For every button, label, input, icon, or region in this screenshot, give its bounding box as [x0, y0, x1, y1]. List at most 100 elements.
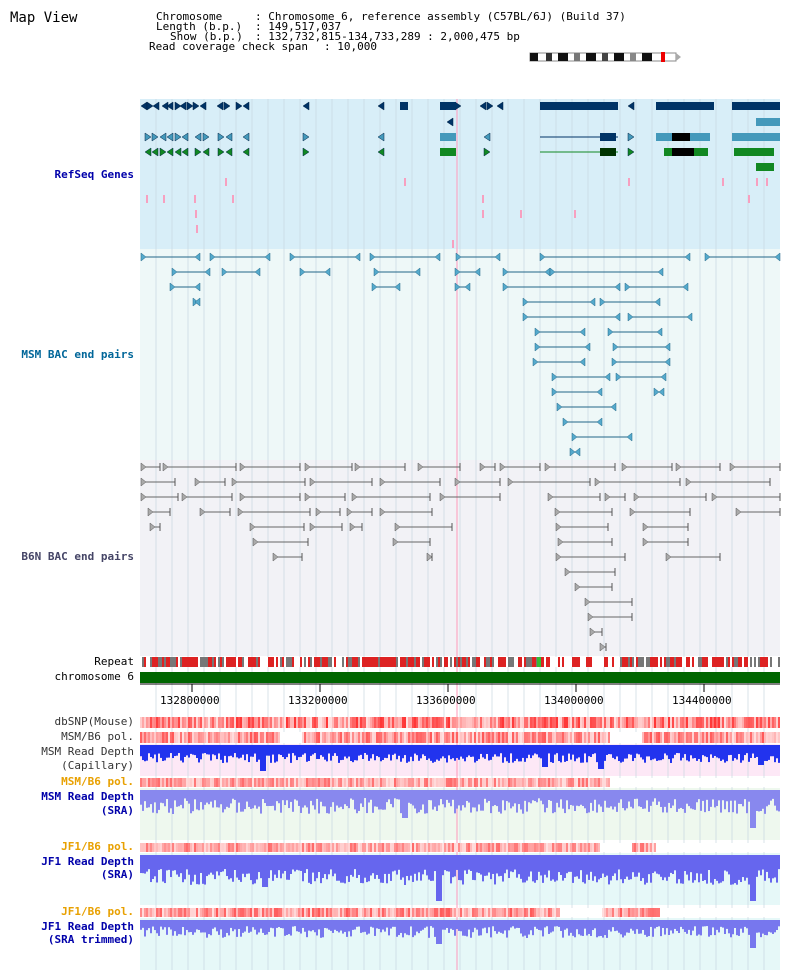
- pol-cell: [326, 843, 328, 852]
- b6n-bac-end: [239, 492, 246, 502]
- pol-cell: [646, 908, 648, 917]
- pol-cell: [684, 778, 686, 787]
- repeat-segment: [196, 657, 198, 667]
- depth-bar: [612, 745, 614, 758]
- repeat-segment: [204, 657, 206, 667]
- b6n-bac-end: [499, 462, 506, 472]
- msm-sra-depth-track[interactable]: [140, 790, 780, 828]
- dbsnp-cell: [768, 717, 770, 728]
- depth-bar: [580, 790, 582, 805]
- depth-bar: [530, 745, 532, 759]
- pol-cell: [202, 778, 204, 787]
- b6n-bac-end: [584, 597, 591, 607]
- pol-cell: [280, 732, 282, 743]
- repeat-segment: [454, 657, 456, 667]
- dbsnp-cell: [640, 717, 642, 728]
- pol-cell: [676, 843, 678, 852]
- msm-b6-pol-heat-track-2[interactable]: [140, 778, 780, 787]
- track-label-jf1-b6-pol-2[interactable]: JF1/B6 pol.: [61, 905, 134, 918]
- repeat-segment: [312, 657, 314, 667]
- pol-cell: [188, 908, 190, 917]
- repeat-segment: [168, 657, 170, 667]
- msm-capillary-depth-track[interactable]: [140, 745, 780, 771]
- dbsnp-cell: [398, 717, 400, 728]
- msm-bac-pairs[interactable]: [140, 252, 781, 457]
- track-label-msm-depth-sra[interactable]: MSM Read Depth: [41, 790, 134, 803]
- msm-b6-pol-heat-track[interactable]: [140, 732, 780, 743]
- dbsnp-cell: [580, 717, 582, 728]
- repeat-segment: [216, 657, 218, 667]
- repeat-segment: [178, 657, 180, 667]
- depth-bar: [182, 745, 184, 763]
- jf1-b6-pol-heat-track[interactable]: [140, 843, 780, 852]
- dbsnp-cell: [308, 717, 310, 728]
- jf1-sra-depth-track[interactable]: [140, 855, 780, 901]
- track-label-jf1-depth-trim[interactable]: JF1 Read Depth: [41, 920, 134, 933]
- pol-cell: [480, 908, 482, 917]
- dbsnp-cell: [530, 717, 532, 728]
- pol-cell: [768, 732, 770, 743]
- jf1-trimmed-depth-track[interactable]: [140, 920, 780, 948]
- dbsnp-heat-track[interactable]: [140, 717, 780, 728]
- depth-bar: [534, 745, 536, 754]
- jf1-b6-pol-heat-track-2[interactable]: [140, 908, 780, 917]
- pol-cell: [694, 732, 696, 743]
- depth-bar: [186, 790, 188, 801]
- pol-cell: [410, 908, 412, 917]
- b6n-bac-pairs[interactable]: [140, 462, 781, 652]
- depth-bar: [210, 745, 212, 761]
- msm-bac-end: [569, 447, 576, 457]
- dbsnp-cell: [200, 717, 202, 728]
- ideogram-current-region[interactable]: [661, 52, 665, 62]
- repeat-segment: [704, 657, 706, 667]
- track-label-jf1-b6-pol[interactable]: JF1/B6 pol.: [61, 840, 134, 853]
- pol-cell: [340, 908, 342, 917]
- pol-cell: [534, 843, 536, 852]
- track-label-msm-bac[interactable]: MSM BAC end pairs: [21, 348, 134, 361]
- pol-cell: [158, 732, 160, 743]
- gene-arrow: [192, 101, 200, 111]
- pol-cell: [710, 732, 712, 743]
- b6n-bac-end: [629, 507, 636, 517]
- track-label-msm-depth-cap[interactable]: MSM Read Depth: [41, 745, 134, 758]
- repeat-track[interactable]: [140, 657, 780, 667]
- repeat-segment: [628, 657, 630, 667]
- pol-cell: [380, 908, 382, 917]
- pol-cell: [292, 732, 294, 743]
- pol-cell: [244, 843, 246, 852]
- repeat-segment: [546, 657, 548, 667]
- pol-cell: [732, 908, 734, 917]
- dbsnp-cell: [578, 717, 580, 728]
- depth-bar: [234, 920, 236, 930]
- pol-cell: [586, 778, 588, 787]
- refseq-genes[interactable]: [140, 101, 780, 248]
- pol-cell: [258, 778, 260, 787]
- depth-bar: [214, 790, 216, 801]
- track-label-jf1-depth-sra[interactable]: JF1 Read Depth: [41, 855, 134, 868]
- depth-bar: [364, 920, 366, 932]
- pol-cell: [414, 843, 416, 852]
- track-label-msm-b6-pol-2[interactable]: MSM/B6 pol.: [61, 775, 134, 788]
- track-label-b6n-bac[interactable]: B6N BAC end pairs: [21, 550, 134, 563]
- track-label-dbsnp[interactable]: dbSNP(Mouse): [54, 715, 134, 728]
- pol-cell: [148, 778, 150, 787]
- repeat-segment: [324, 657, 326, 667]
- depth-bar: [750, 920, 752, 948]
- dbsnp-cell: [660, 717, 662, 728]
- track-label-msm-b6-pol[interactable]: MSM/B6 pol.: [61, 730, 134, 743]
- depth-bar: [556, 745, 558, 754]
- depth-bar: [426, 920, 428, 927]
- gene-block: [440, 133, 456, 141]
- dbsnp-cell: [238, 717, 240, 728]
- dbsnp-cell: [490, 717, 492, 728]
- chromosome-ideogram[interactable]: [529, 52, 681, 62]
- chromosome-bar[interactable]: [140, 672, 780, 683]
- track-label-refseq[interactable]: RefSeq Genes: [54, 168, 134, 181]
- repeat-segment: [710, 657, 712, 667]
- pol-cell: [304, 778, 306, 787]
- pol-cell: [276, 732, 278, 743]
- depth-bar: [258, 855, 260, 873]
- depth-bar: [358, 920, 360, 927]
- depth-bar: [332, 745, 334, 756]
